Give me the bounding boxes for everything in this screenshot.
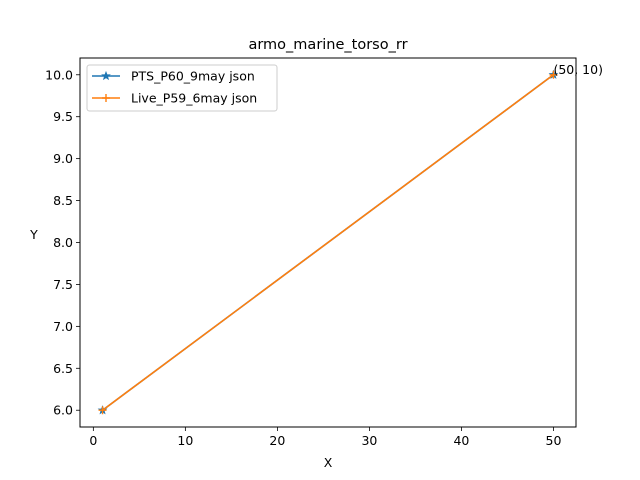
y-tick-label: 8.0 [53,235,73,250]
x-tick-label: 0 [89,433,97,448]
series-line [102,74,554,411]
data-point-marker [98,406,107,415]
y-tick-label: 7.0 [53,319,73,334]
y-tick-label: 9.5 [53,109,73,124]
y-tick-label: 9.0 [53,151,73,166]
plot-area: 0 10 20 30 40 50 6.0 6.5 7.0 7.5 8.0 8.5 9.0 9.5 10.0 (… [45,62,603,448]
chart-title: armo_marine_torso_rr [248,37,407,53]
legend-item: PTS_P60_9may json [92,69,255,84]
y-tick-label: 6.5 [53,361,73,376]
data-point-marker [549,70,558,79]
x-tick-label: 50 [546,433,562,448]
x-tick-label: 30 [361,433,377,448]
x-tick-label: 20 [269,433,285,448]
y-tick-label: 10.0 [45,67,73,82]
legend-box [86,64,278,112]
legend-swatch-marker [101,70,111,81]
legend-label: Live_P59_6may json [131,91,257,106]
x-tick-label: 40 [453,433,469,448]
legend-label: PTS_P60_9may json [131,69,255,84]
x-tick-label: 10 [177,433,193,448]
x-axis-label: X [324,455,333,470]
y-axis-label: Y [29,227,38,242]
series-2 [98,70,558,415]
legend-swatch-marker [102,94,110,102]
y-tick-label: 8.5 [53,193,73,208]
y-tick-label: 6.0 [53,403,73,418]
axes-frame [79,57,577,428]
legend: PTS_P60_9may json Live_P59_6may json [86,64,278,112]
point-annotation: (50, 10) [553,62,603,77]
y-tick-label: 7.5 [53,277,73,292]
legend-item: Live_P59_6may json [92,91,257,106]
